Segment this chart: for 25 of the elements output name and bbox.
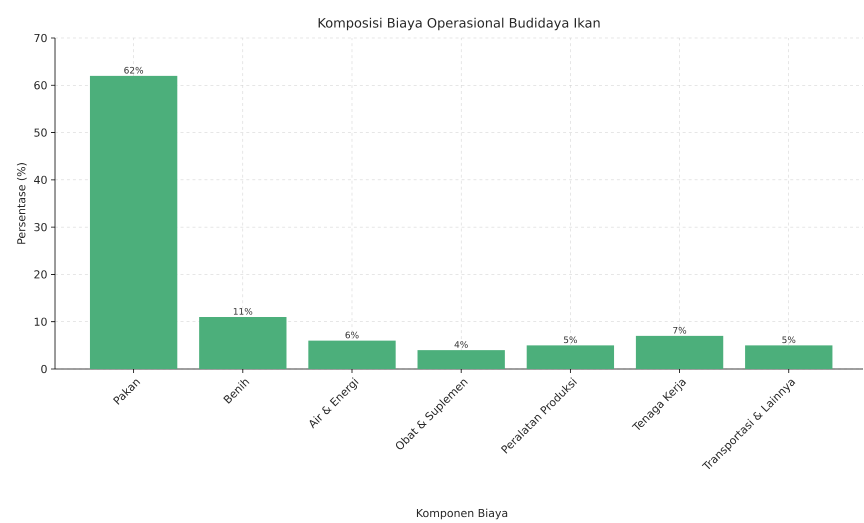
y-tick-label: 0 (41, 364, 47, 374)
bar (745, 345, 832, 369)
data-label: 11% (234, 308, 252, 315)
bar (90, 76, 178, 369)
y-tick-label: 20 (34, 270, 47, 279)
bar (418, 350, 505, 369)
bar (199, 316, 286, 369)
data-label: 4% (454, 341, 468, 348)
data-label: 5% (782, 336, 796, 344)
chart-title: Komposisi Biaya Operasional Budidaya Ikan (318, 18, 600, 30)
y-tick-label: 30 (34, 222, 47, 232)
data-label: 7% (673, 326, 686, 334)
y-tick-label: 50 (34, 128, 47, 137)
x-axis-title: Komponen Biaya (416, 508, 508, 520)
y-tick-label: 60 (34, 81, 47, 90)
data-label: 6% (346, 332, 359, 338)
y-axis-title: Persentase (%) (16, 163, 27, 244)
data-label: 62% (124, 66, 144, 74)
bar (308, 340, 396, 369)
y-tick-label: 40 (34, 176, 47, 184)
y-tick-label: 70 (34, 34, 47, 42)
bar (636, 336, 724, 369)
y-tick-label: 10 (34, 318, 47, 326)
bar (526, 345, 614, 369)
data-label: 5% (564, 336, 577, 344)
